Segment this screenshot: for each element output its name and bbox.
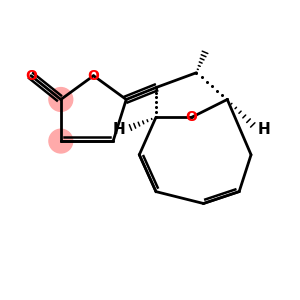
Circle shape bbox=[49, 88, 73, 111]
Text: O: O bbox=[25, 69, 37, 83]
Text: H: H bbox=[258, 122, 271, 137]
Text: O: O bbox=[88, 69, 100, 83]
Text: O: O bbox=[186, 110, 197, 124]
Text: H: H bbox=[113, 122, 125, 137]
Circle shape bbox=[49, 129, 73, 153]
